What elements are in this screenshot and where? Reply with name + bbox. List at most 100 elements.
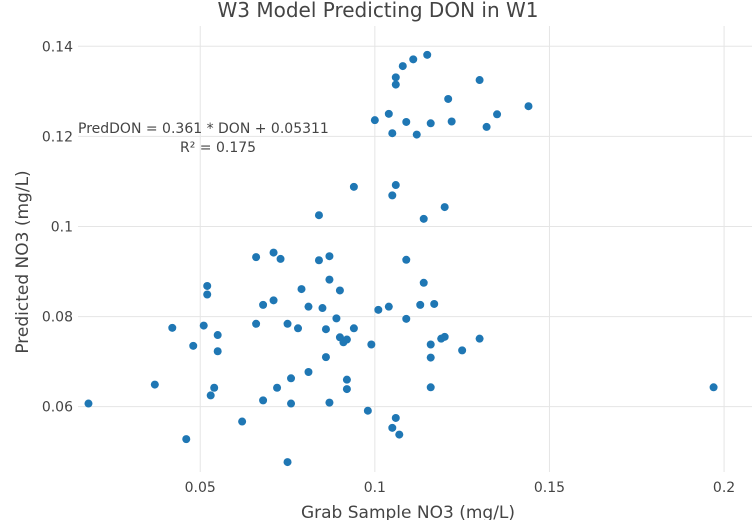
x-tick-label: 0.05: [185, 480, 216, 496]
data-point: [370, 116, 379, 125]
data-point: [259, 396, 268, 405]
data-point: [283, 319, 292, 328]
data-point: [426, 340, 435, 349]
data-point: [252, 253, 261, 262]
y-tick-label: 0.06: [42, 400, 73, 416]
data-point: [238, 417, 247, 426]
data-point: [182, 435, 191, 444]
data-point: [318, 304, 327, 313]
data-point: [150, 380, 159, 389]
data-point: [349, 182, 358, 191]
data-point: [524, 102, 533, 111]
regression-equation: PredDON = 0.361 * DON + 0.05311: [78, 121, 329, 137]
y-tick-label: 0.12: [42, 129, 73, 145]
data-point: [203, 290, 212, 299]
data-point: [398, 62, 407, 71]
data-point: [388, 191, 397, 200]
data-point: [189, 341, 198, 350]
data-point: [321, 325, 330, 334]
data-point: [475, 334, 484, 343]
data-point: [294, 324, 303, 333]
data-point: [419, 214, 428, 223]
data-point: [203, 281, 212, 290]
data-point: [475, 76, 484, 85]
data-point: [493, 110, 502, 119]
data-point: [419, 278, 428, 287]
data-point: [168, 323, 177, 332]
data-point: [287, 399, 296, 408]
data-point: [304, 367, 313, 376]
data-point: [384, 302, 393, 311]
data-point: [384, 109, 393, 118]
data-point: [444, 94, 453, 103]
x-gridlines: [199, 26, 725, 472]
data-point: [412, 130, 421, 139]
data-point: [426, 353, 435, 362]
data-point: [335, 286, 344, 295]
data-point: [321, 353, 330, 362]
x-tick-label: 0.1: [364, 480, 386, 496]
data-point: [458, 346, 467, 355]
x-axis-label: Grab Sample NO3 (mg/L): [301, 503, 515, 520]
data-point: [314, 211, 323, 220]
data-point: [447, 117, 456, 126]
data-point: [210, 383, 219, 392]
data-point: [297, 285, 306, 294]
data-point: [388, 423, 397, 432]
data-point: [388, 129, 397, 138]
data-point: [395, 430, 404, 439]
data-point: [325, 252, 334, 261]
data-point: [426, 119, 435, 128]
data-point: [206, 391, 215, 400]
data-point: [332, 314, 341, 323]
data-point: [430, 299, 439, 308]
data-point: [440, 203, 449, 212]
data-point: [426, 383, 435, 392]
data-point: [304, 302, 313, 311]
data-point: [402, 314, 411, 323]
data-point: [402, 117, 411, 126]
data-point: [199, 321, 208, 330]
data-point: [391, 73, 400, 82]
data-point: [287, 374, 296, 383]
data-point: [269, 248, 278, 257]
y-tick-label: 0.08: [42, 310, 73, 326]
r-squared-label: R² = 0.175: [180, 140, 256, 156]
data-point: [314, 256, 323, 265]
data-point: [325, 275, 334, 284]
x-tick-labels: 0.05 0.1 0.15 0.2: [185, 480, 736, 496]
data-point: [349, 324, 358, 333]
data-point: [367, 340, 376, 349]
data-point: [482, 122, 491, 131]
data-point: [342, 335, 351, 344]
data-point: [363, 406, 372, 415]
chart-title: W3 Model Predicting DON in W1: [218, 0, 539, 22]
data-point: [709, 383, 718, 392]
data-point: [273, 383, 282, 392]
data-point: [342, 385, 351, 394]
data-point: [416, 300, 425, 309]
data-point: [283, 458, 292, 467]
data-point: [402, 255, 411, 264]
y-tick-labels: 0.06 0.08 0.1 0.12 0.14: [42, 39, 73, 415]
x-tick-label: 0.2: [713, 480, 735, 496]
data-point: [342, 375, 351, 384]
data-points: [84, 50, 718, 467]
data-point: [213, 347, 222, 356]
y-axis-label: Predicted NO3 (mg/L): [13, 170, 33, 353]
y-tick-label: 0.1: [51, 219, 73, 235]
data-point: [213, 331, 222, 340]
data-point: [269, 296, 278, 305]
data-point: [423, 50, 432, 59]
y-gridlines: [78, 45, 752, 408]
data-point: [252, 319, 261, 328]
x-tick-label: 0.15: [534, 480, 565, 496]
data-point: [409, 55, 418, 64]
data-point: [391, 80, 400, 89]
data-point: [84, 399, 93, 408]
data-point: [325, 398, 334, 407]
data-point: [374, 305, 383, 314]
data-point: [259, 300, 268, 309]
data-point: [391, 181, 400, 190]
